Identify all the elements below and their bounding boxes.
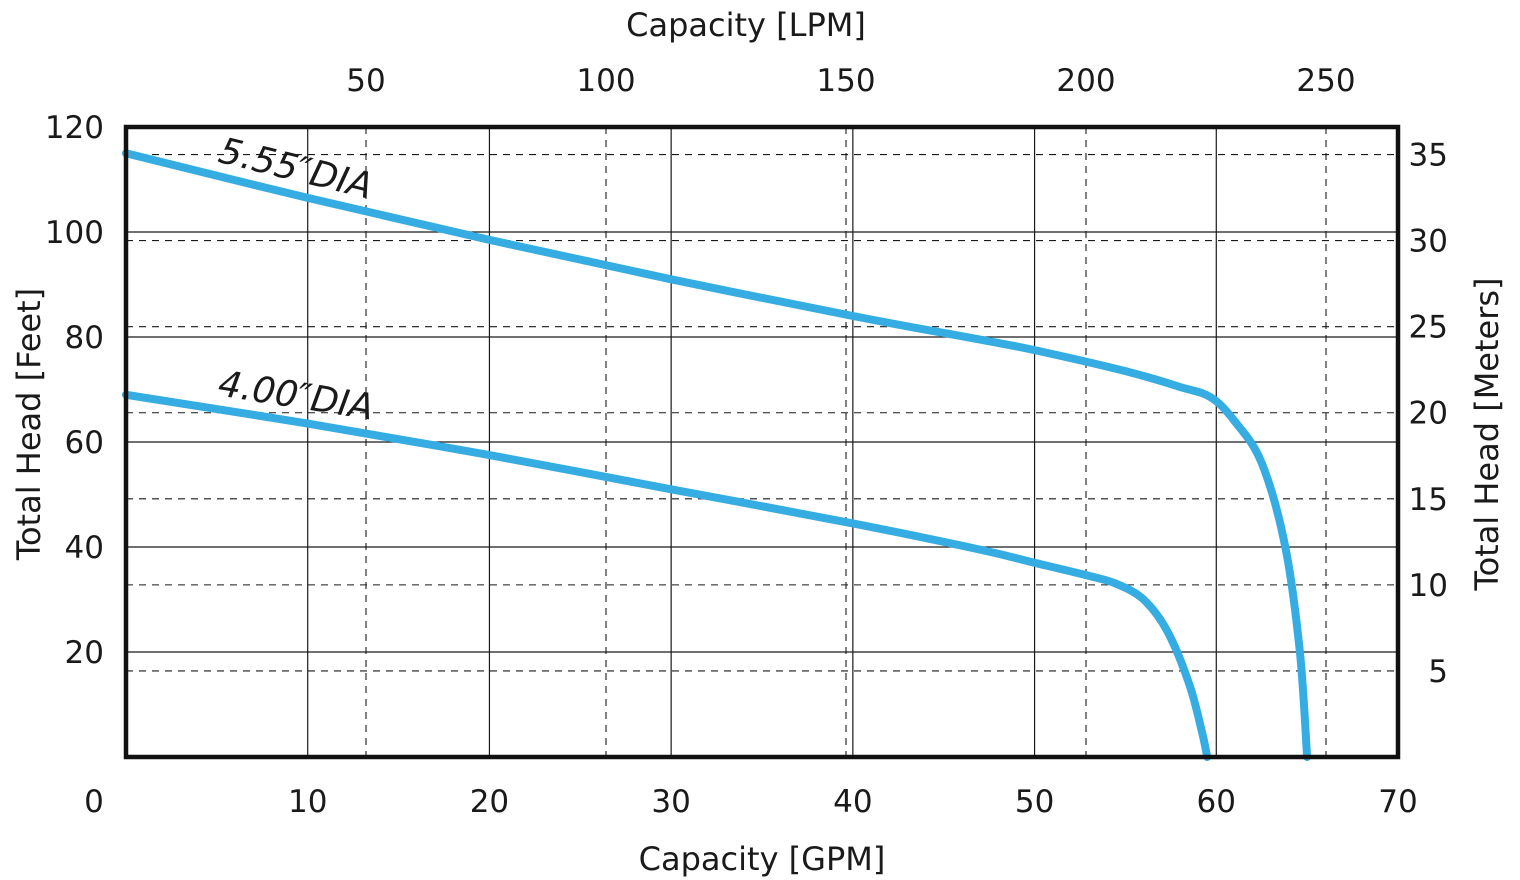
- y-tick-label-60: 60: [65, 425, 104, 461]
- y2-tick-label-15: 15: [1409, 482, 1448, 518]
- y-tick-label-40: 40: [65, 530, 104, 566]
- y2-tick-label-30: 30: [1409, 224, 1448, 260]
- plot-frame: [123, 124, 1401, 760]
- y-tick-label-100: 100: [45, 215, 104, 251]
- x-tick-label-60: 60: [1197, 784, 1236, 820]
- y2-tick-label-25: 25: [1409, 310, 1448, 346]
- x2-tick-label-200: 200: [1056, 63, 1115, 99]
- y-tick-label-20: 20: [65, 635, 104, 671]
- y2-axis-title: Total Head [Meters]: [1468, 277, 1506, 591]
- x2-axis-title: Capacity [LPM]: [626, 6, 866, 44]
- y2-tick-label-10: 10: [1409, 568, 1448, 604]
- x-tick-label-20: 20: [470, 784, 509, 820]
- x2-tick-label-100: 100: [576, 63, 635, 99]
- series-line-2: [122, 390, 1212, 761]
- y2-tick-label-5: 5: [1428, 654, 1448, 690]
- x2-tick-label-250: 250: [1296, 63, 1355, 99]
- x-tick-label-70: 70: [1378, 784, 1417, 820]
- tick-labels: 0 10 20 30 40 50 60 70 20 40 60 80 100 120 50 100 150 200…: [45, 63, 1448, 820]
- x-tick-label-50: 50: [1015, 784, 1054, 820]
- x-axis-title: Capacity [GPM]: [639, 840, 886, 878]
- y-tick-label-80: 80: [65, 320, 104, 356]
- y-axis-title: Total Head [Feet]: [10, 288, 48, 561]
- x-tick-label-10: 10: [288, 784, 327, 820]
- grid-lines: [126, 127, 1398, 757]
- x-tick-label-30: 30: [651, 784, 690, 820]
- y2-tick-label-35: 35: [1409, 138, 1448, 174]
- x-tick-label-0: 0: [84, 784, 104, 820]
- y2-tick-label-20: 20: [1409, 396, 1448, 432]
- curve-layer: [122, 149, 1312, 761]
- x2-tick-label-150: 150: [816, 63, 875, 99]
- x-tick-label-40: 40: [833, 784, 872, 820]
- y-tick-label-120: 120: [45, 110, 104, 146]
- x2-tick-label-50: 50: [346, 63, 385, 99]
- series-line-1: [122, 149, 1312, 761]
